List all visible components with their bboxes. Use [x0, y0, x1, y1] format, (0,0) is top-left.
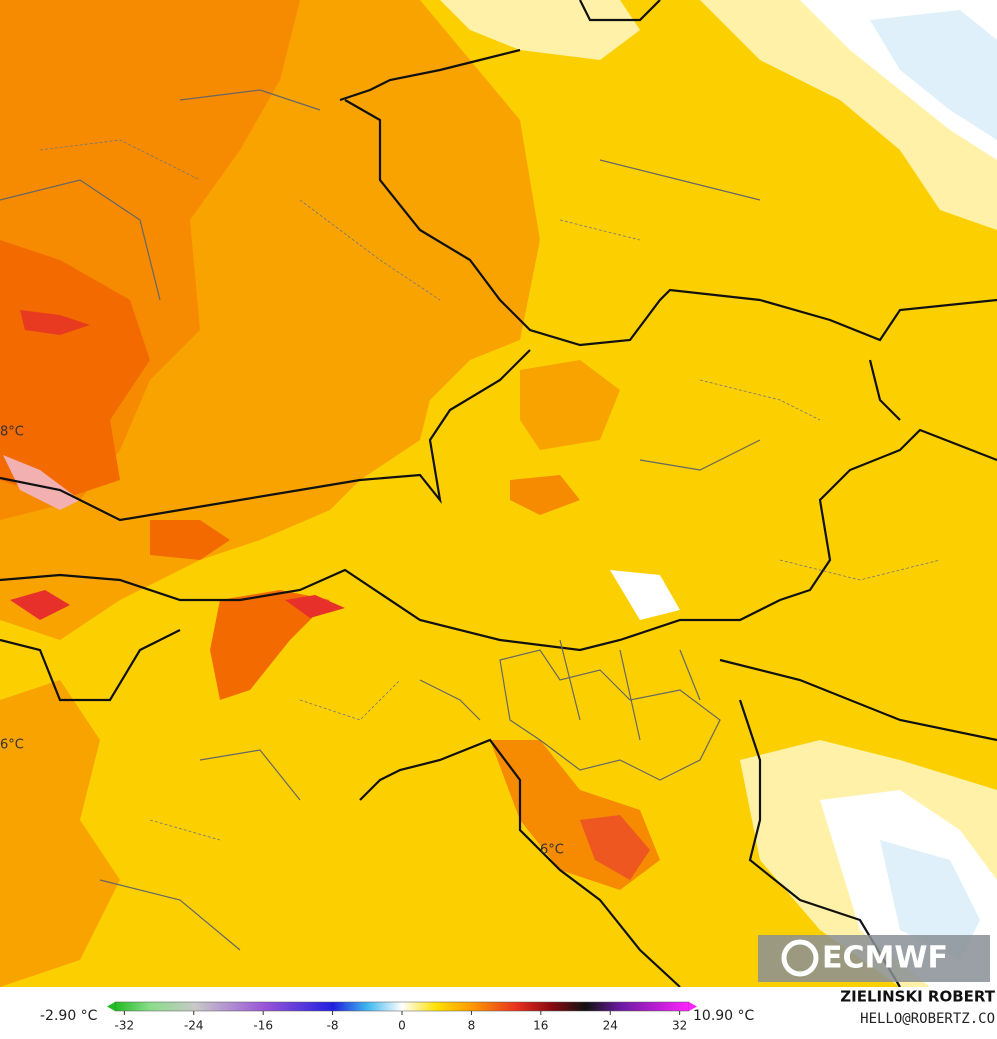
colorbar-tick-label: 32 [672, 1019, 687, 1033]
colorbar-tick-label: -8 [327, 1019, 339, 1033]
temp-label: 6°C [0, 738, 24, 753]
colorbar: -32 -24 -16 -8 0 8 16 24 32 [107, 1001, 697, 1033]
logo-text: ECMWF [822, 941, 948, 976]
legend-max: 10.90 °C [693, 1008, 755, 1024]
colorbar-tick-label: 24 [603, 1019, 618, 1033]
temp-label: 8°C [0, 425, 24, 440]
colorbar-tick-label: -24 [184, 1019, 204, 1033]
temp-label: 6°C [540, 843, 564, 858]
colorbar-tick-label: -16 [253, 1019, 273, 1033]
legend-min: -2.90 °C [40, 1008, 98, 1024]
logo-icon [781, 939, 819, 977]
map: 8°C 6°C 6°C ECMWF [0, 0, 997, 988]
credit-name: ZIELINSKI ROBERT [840, 988, 995, 1006]
colorbar-fill [114, 1001, 690, 1012]
colorbar-arrow [689, 1002, 697, 1011]
colorbar-tick-label: 8 [468, 1019, 476, 1033]
colorbar-tick-label: 0 [398, 1019, 406, 1033]
colorbar-tick-label: -32 [115, 1019, 135, 1033]
colorbar-arrow [107, 1002, 115, 1011]
credit-email: HELLO@ROBERTZ.CO [860, 1011, 995, 1027]
colorbar-tick-label: 16 [533, 1019, 548, 1033]
